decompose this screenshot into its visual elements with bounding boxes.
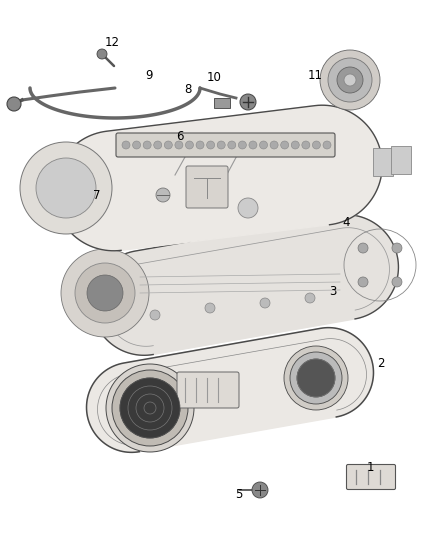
Bar <box>391 146 411 174</box>
Circle shape <box>252 482 268 498</box>
Polygon shape <box>54 105 382 251</box>
Circle shape <box>97 49 107 59</box>
Text: 8: 8 <box>185 83 192 95</box>
Circle shape <box>358 243 368 253</box>
Text: 11: 11 <box>308 69 323 82</box>
Circle shape <box>196 141 204 149</box>
Polygon shape <box>87 328 374 453</box>
Circle shape <box>312 141 321 149</box>
Circle shape <box>228 141 236 149</box>
Text: 1: 1 <box>366 462 374 474</box>
Circle shape <box>36 158 96 218</box>
Circle shape <box>238 198 258 218</box>
Circle shape <box>337 67 363 93</box>
Circle shape <box>249 141 257 149</box>
Circle shape <box>358 277 368 287</box>
Circle shape <box>7 97 21 111</box>
Circle shape <box>61 249 149 337</box>
Circle shape <box>205 303 215 313</box>
Circle shape <box>328 58 372 102</box>
Circle shape <box>270 141 278 149</box>
Text: 12: 12 <box>104 36 119 49</box>
Circle shape <box>290 352 342 404</box>
Circle shape <box>392 243 402 253</box>
Circle shape <box>75 263 135 323</box>
Circle shape <box>323 141 331 149</box>
FancyBboxPatch shape <box>177 372 239 408</box>
Text: 5: 5 <box>235 488 242 501</box>
Circle shape <box>392 277 402 287</box>
Text: 10: 10 <box>206 71 221 84</box>
Circle shape <box>297 359 335 397</box>
Circle shape <box>133 141 141 149</box>
Text: 6: 6 <box>176 131 184 143</box>
Circle shape <box>305 293 315 303</box>
Text: 4: 4 <box>342 216 350 229</box>
Circle shape <box>302 141 310 149</box>
Circle shape <box>150 310 160 320</box>
Circle shape <box>320 50 380 110</box>
Circle shape <box>106 364 194 452</box>
Circle shape <box>281 141 289 149</box>
Circle shape <box>120 378 180 438</box>
Circle shape <box>185 141 194 149</box>
Circle shape <box>87 275 123 311</box>
Text: 7: 7 <box>92 189 100 202</box>
Circle shape <box>238 141 246 149</box>
Circle shape <box>217 141 225 149</box>
Polygon shape <box>92 215 399 356</box>
FancyBboxPatch shape <box>116 133 335 157</box>
Bar <box>214 98 230 108</box>
Circle shape <box>156 188 170 202</box>
Circle shape <box>175 141 183 149</box>
Text: 2: 2 <box>377 357 385 370</box>
Circle shape <box>297 359 335 397</box>
Circle shape <box>207 141 215 149</box>
Circle shape <box>120 378 180 438</box>
Circle shape <box>143 141 151 149</box>
Text: 9: 9 <box>145 69 153 82</box>
Circle shape <box>122 141 130 149</box>
Circle shape <box>260 298 270 308</box>
FancyBboxPatch shape <box>346 464 396 489</box>
Circle shape <box>240 94 256 110</box>
Circle shape <box>284 346 348 410</box>
Circle shape <box>291 141 299 149</box>
Bar <box>373 148 393 176</box>
Circle shape <box>344 74 356 86</box>
Circle shape <box>260 141 268 149</box>
FancyBboxPatch shape <box>186 166 228 208</box>
Circle shape <box>164 141 172 149</box>
Circle shape <box>154 141 162 149</box>
Text: 3: 3 <box>329 285 336 298</box>
Circle shape <box>20 142 112 234</box>
Circle shape <box>112 370 188 446</box>
